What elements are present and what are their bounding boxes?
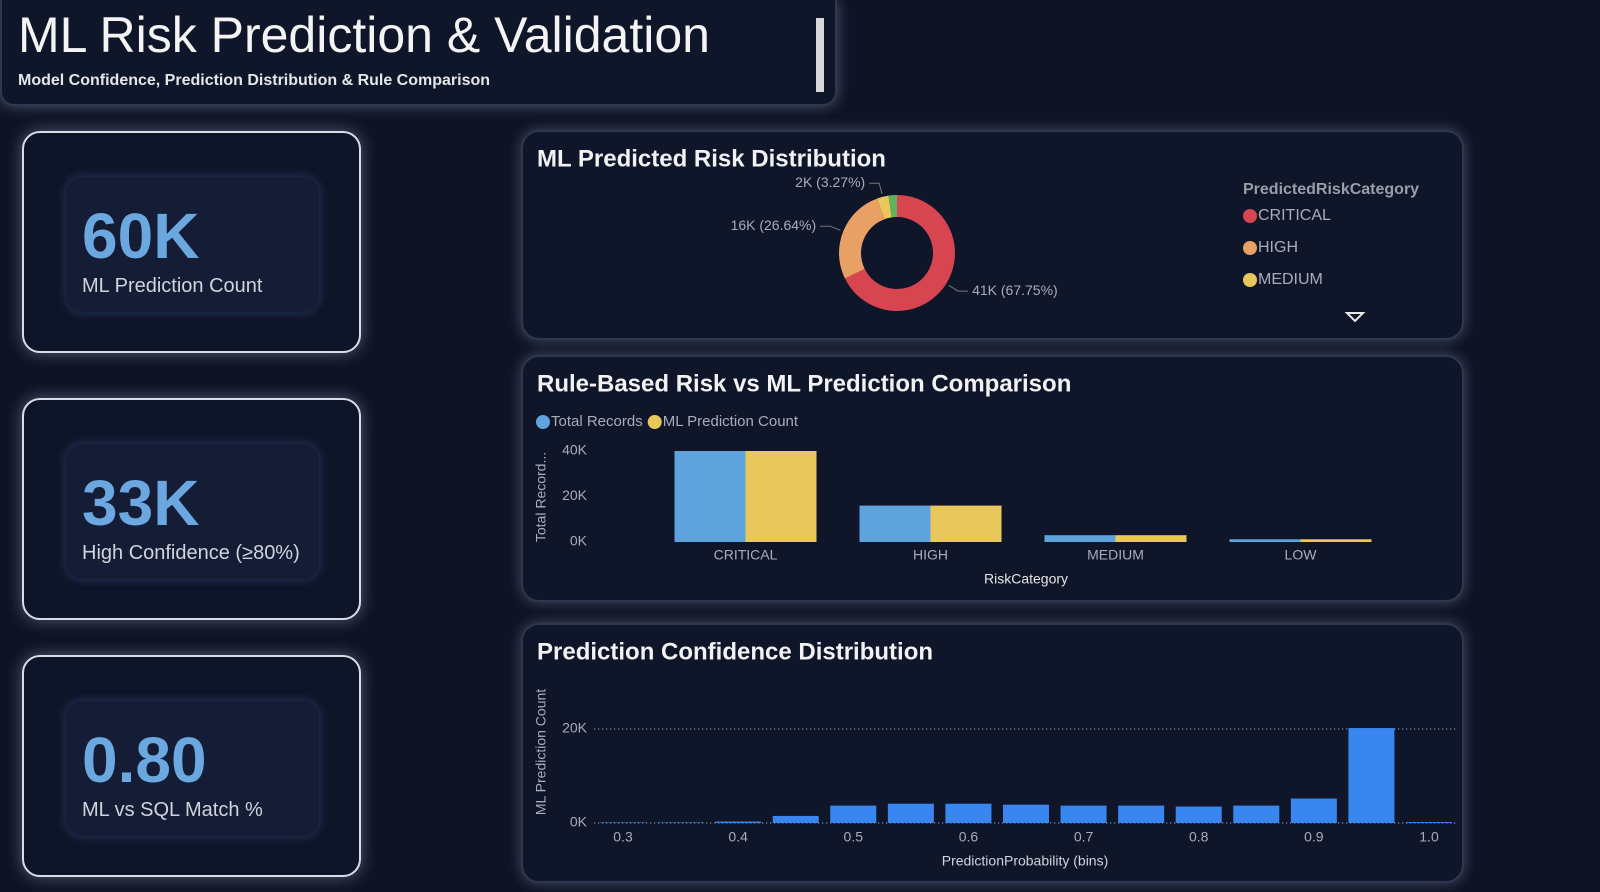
legend-title: PredictedRiskCategory: [1243, 181, 1419, 198]
kpi-value: 60K: [82, 200, 200, 272]
legend-label: Total Records: [551, 413, 643, 430]
legend-marker: [1243, 241, 1257, 255]
page-subtitle: Model Confidence, Prediction Distributio…: [18, 72, 491, 89]
x-tick-label: 0.4: [728, 829, 748, 845]
kpi-inner: 33K High Confidence (≥80%): [66, 444, 319, 579]
kpi-value: 0.80: [82, 724, 207, 796]
leader-line: [869, 182, 883, 195]
legend-label: HIGH: [1258, 239, 1298, 256]
leader-line: [820, 225, 841, 231]
header-accent: [816, 18, 824, 92]
chart: Rule-Based Risk vs ML Prediction Compari…: [533, 370, 1372, 587]
chart-panel: Rule-Based Risk vs ML Prediction Compari…: [521, 355, 1464, 602]
kpi-label: High Confidence (≥80%): [82, 542, 300, 564]
y-tick-label: 40K: [562, 442, 588, 458]
bar: [1060, 805, 1107, 823]
bar: [1300, 539, 1372, 542]
legend-label: ML Prediction Count: [663, 413, 799, 430]
bar: [1290, 798, 1337, 823]
bar: [887, 803, 934, 823]
bar: [674, 451, 746, 542]
legend-label: CRITICAL: [1258, 207, 1331, 224]
kpi-inner: 60K ML Prediction Count: [66, 177, 319, 312]
legend-label: MEDIUM: [1258, 271, 1323, 288]
data-label: 2K (3.27%): [795, 174, 865, 190]
pie-slice: [839, 198, 885, 279]
kpi-card: 33K High Confidence (≥80%): [22, 398, 361, 620]
kpi-label: ML Prediction Count: [82, 275, 263, 297]
data-label: 16K (26.64%): [731, 217, 817, 233]
bar: [1118, 805, 1165, 823]
bar: [1406, 822, 1452, 823]
x-tick-label: 1.0: [1419, 829, 1439, 845]
y-axis-title: Total Record...: [533, 452, 549, 542]
bar: [715, 821, 762, 823]
chart-title: Rule-Based Risk vs ML Prediction Compari…: [537, 370, 1071, 397]
legend-marker: [647, 415, 662, 429]
legend-marker: [536, 415, 550, 429]
pie-slice: [888, 195, 897, 218]
bar: [1003, 804, 1049, 823]
bar: [830, 805, 877, 823]
legend-marker: [1243, 273, 1257, 287]
kpi-inner: 0.80 ML vs SQL Match %: [66, 701, 319, 836]
page-title: ML Risk Prediction & Validation: [18, 7, 710, 63]
x-tick-label: MEDIUM: [1087, 547, 1144, 563]
pie-slice: [844, 195, 955, 311]
y-axis-title: ML Prediction Count: [533, 689, 549, 815]
chart-title: ML Predicted Risk Distribution: [537, 145, 886, 172]
y-tick-label: 0K: [570, 533, 588, 549]
bar: [1175, 806, 1222, 823]
bar: [1115, 535, 1187, 542]
x-tick-label: 0.8: [1189, 829, 1209, 845]
x-tick-label: 0.9: [1304, 829, 1324, 845]
x-axis-title: RiskCategory: [984, 571, 1068, 587]
kpi-card: 0.80 ML vs SQL Match %: [22, 655, 361, 877]
legend-marker: [1243, 209, 1257, 223]
bar: [745, 451, 817, 542]
bar: [930, 505, 1002, 542]
chart: Prediction Confidence Distribution 0K 20K…: [533, 638, 1458, 869]
pie-slice: [876, 195, 892, 220]
chart-panel: Prediction Confidence Distribution 0K 20K…: [521, 623, 1464, 883]
chart-title: Prediction Confidence Distribution: [537, 638, 933, 665]
y-tick-label: 20K: [562, 720, 588, 736]
bar: [1348, 728, 1395, 823]
bar: [859, 505, 931, 542]
y-tick-label: 0K: [570, 814, 588, 830]
kpi-card: 60K ML Prediction Count: [22, 131, 361, 353]
bar: [772, 815, 819, 823]
chart: ML Predicted Risk Distribution 41K (67.7…: [537, 145, 1419, 323]
leader-line: [948, 284, 969, 292]
bar: [1044, 535, 1116, 542]
chart-panel: ML Predicted Risk Distribution 41K (67.7…: [521, 130, 1464, 340]
header: ML Risk Prediction & Validation Model Co…: [0, 0, 837, 106]
bar: [945, 803, 992, 823]
x-tick-label: HIGH: [913, 547, 948, 563]
x-tick-label: 0.5: [844, 829, 864, 845]
data-label: 41K (67.75%): [972, 282, 1058, 298]
x-tick-label: 0.3: [613, 829, 633, 845]
x-axis-title: PredictionProbability (bins): [942, 853, 1109, 869]
bar: [1233, 805, 1280, 823]
bar: [1229, 539, 1301, 542]
x-tick-label: CRITICAL: [714, 547, 778, 563]
kpi-value: 33K: [82, 467, 200, 539]
x-tick-label: 0.7: [1074, 829, 1094, 845]
kpi-label: ML vs SQL Match %: [82, 799, 263, 821]
y-tick-label: 20K: [562, 487, 588, 503]
legend-scroll[interactable]: [1344, 312, 1366, 323]
x-tick-label: LOW: [1285, 547, 1318, 563]
x-tick-label: 0.6: [959, 829, 979, 845]
